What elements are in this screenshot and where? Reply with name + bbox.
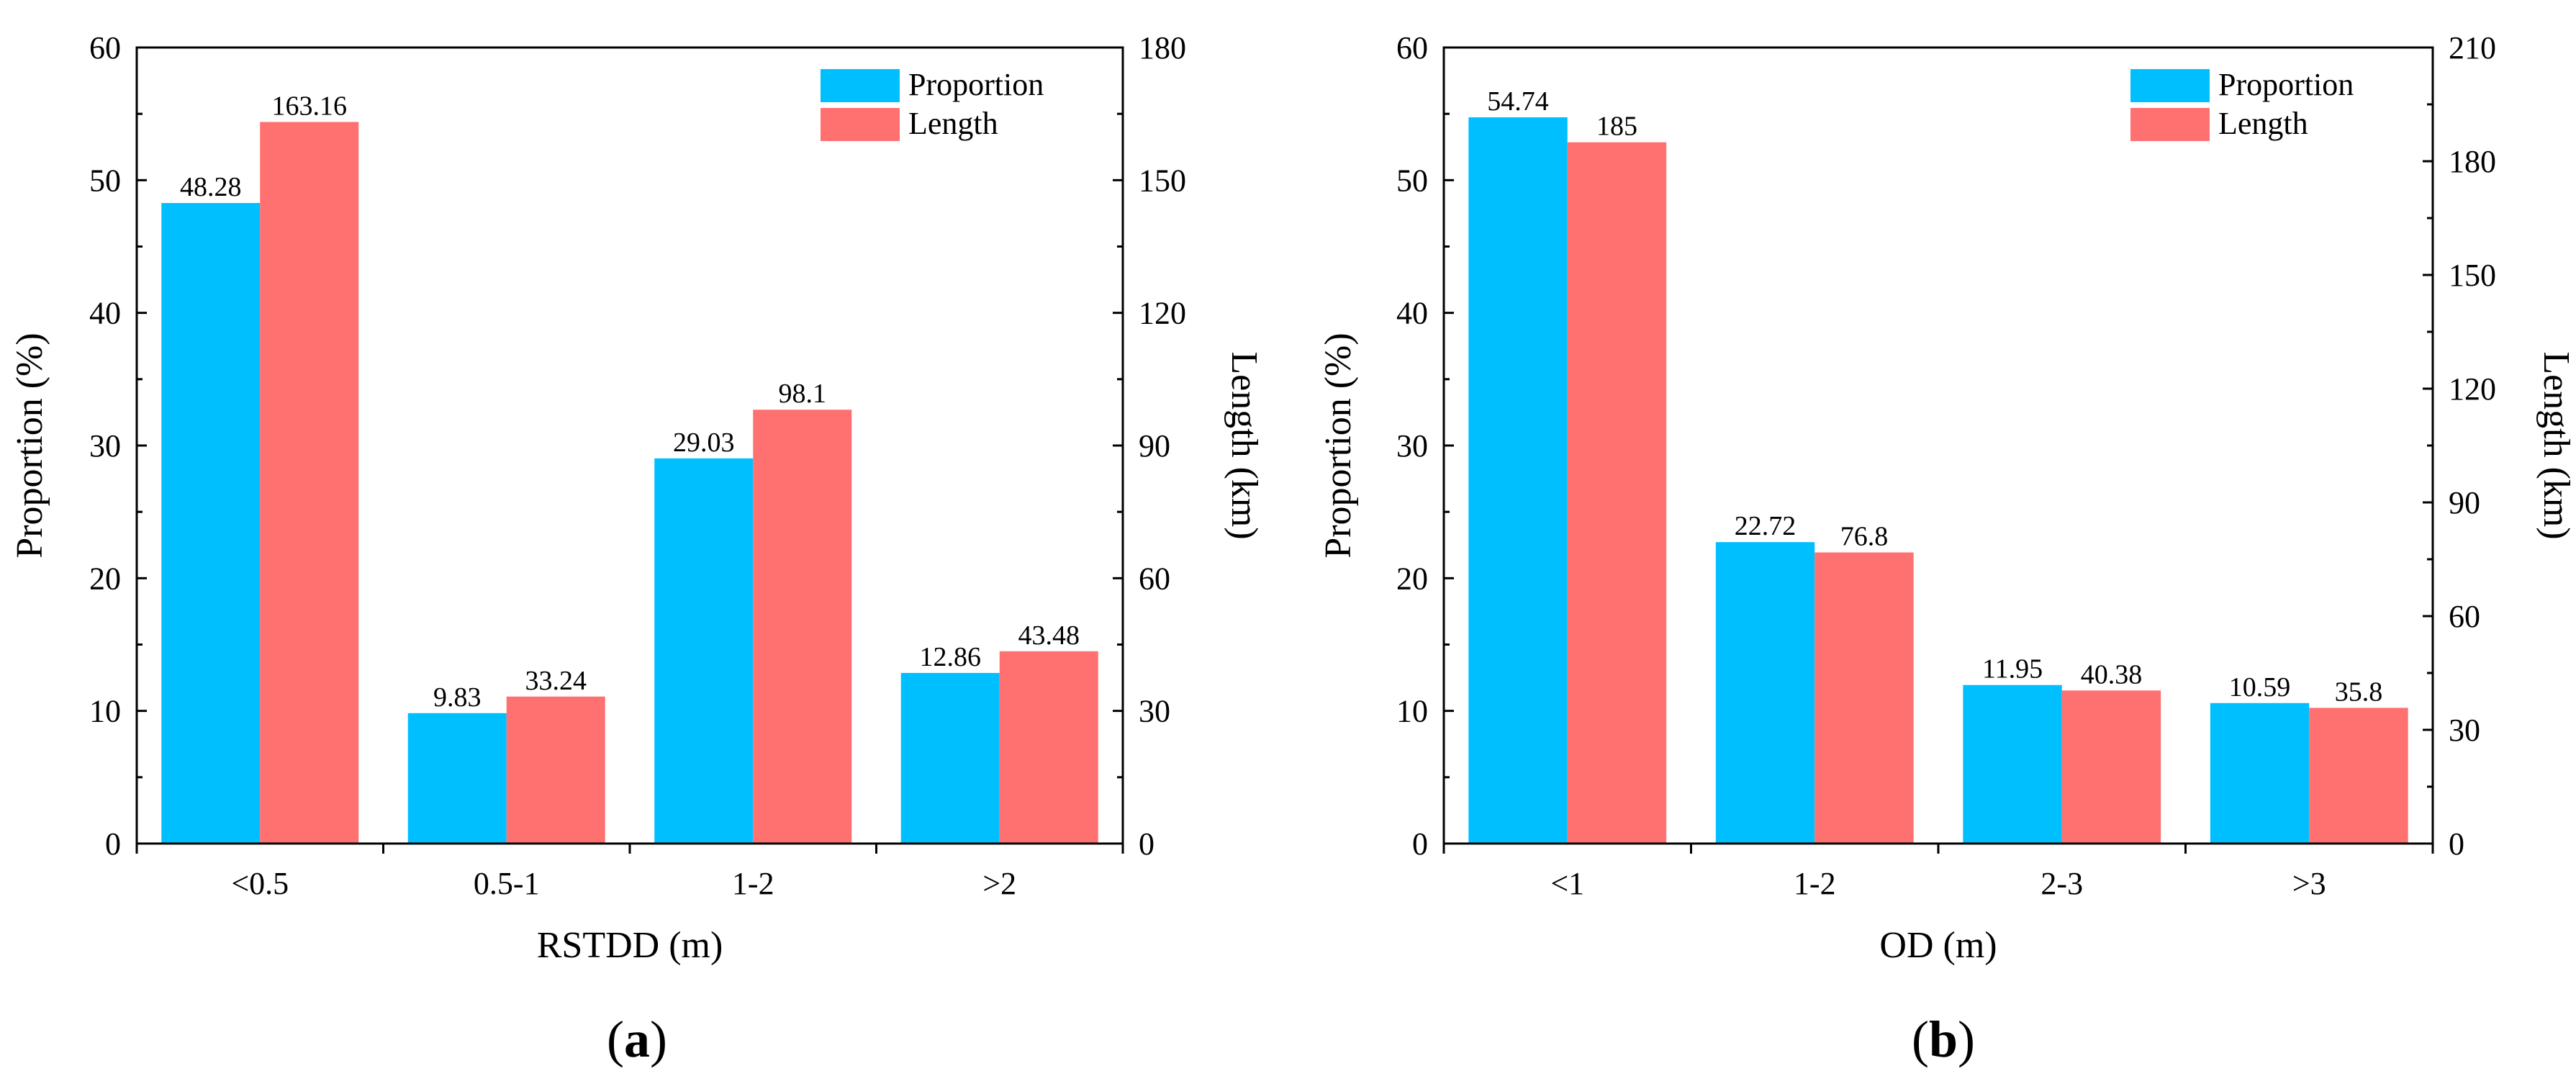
data-label-length-0: 163.16 — [272, 91, 348, 121]
y-axis-title: Proportion (%) — [1318, 333, 1359, 558]
panel-label-b: (b) — [1912, 1011, 1975, 1068]
data-label-proportion-3: 12.86 — [920, 642, 982, 672]
y-tick-label: 0 — [105, 826, 121, 862]
bar-length-3 — [999, 651, 1098, 844]
bar-length-1 — [1815, 552, 1914, 844]
y2-tick-label: 180 — [1139, 30, 1186, 65]
x-axis-title: OD (m) — [1879, 925, 1997, 966]
data-label-proportion-3: 10.59 — [2229, 672, 2291, 702]
y-tick-label: 30 — [89, 428, 121, 464]
y2-tick-label: 0 — [1139, 826, 1154, 862]
y2-tick-label: 150 — [2449, 258, 2496, 293]
x-category-label: 0.5-1 — [474, 866, 540, 901]
y2-tick-label: 180 — [2449, 144, 2496, 179]
bar-proportion-1 — [1715, 542, 1815, 844]
y-tick-label: 30 — [1396, 428, 1428, 464]
legend-swatch-proportion — [2130, 69, 2210, 102]
x-category-label: 1-2 — [732, 866, 774, 901]
y2-tick-label: 90 — [2449, 485, 2480, 520]
bar-length-2 — [2061, 690, 2161, 844]
bar-proportion-2 — [1963, 684, 2062, 844]
data-label-length-2: 40.38 — [2081, 659, 2143, 690]
y2-tick-label: 60 — [1139, 561, 1170, 596]
y-tick-label: 50 — [1396, 163, 1428, 198]
legend-label-proportion: Proportion — [2218, 67, 2354, 102]
y2-tick-label: 120 — [1139, 296, 1186, 331]
data-label-proportion-1: 9.83 — [433, 682, 482, 713]
bar-proportion-3 — [2210, 702, 2310, 844]
bar-proportion-3 — [900, 672, 1000, 844]
data-label-length-2: 98.1 — [779, 379, 827, 409]
data-label-proportion-2: 29.03 — [673, 428, 735, 458]
bar-proportion-0 — [1468, 117, 1568, 844]
legend: Proportion Length — [2130, 67, 2354, 141]
y-axis-title: Proportion (%) — [9, 333, 50, 558]
bar-proportion-1 — [407, 713, 507, 844]
bar-length-0 — [260, 122, 359, 844]
x-category-label: <1 — [1550, 866, 1584, 901]
bar-length-2 — [753, 410, 852, 844]
chart-panel-b: 54.74 22.72 11.95 10.59 185 76.8 40.38 35.8 0 10 2… — [1318, 30, 2576, 966]
bar-proportion-0 — [161, 203, 261, 844]
bar-length-3 — [2309, 708, 2408, 844]
bar-length-0 — [1567, 142, 1667, 844]
data-label-length-3: 35.8 — [2335, 677, 2383, 707]
x-axis-title: RSTDD (m) — [537, 925, 723, 966]
y-tick-label: 10 — [1396, 694, 1428, 729]
data-label-length-3: 43.48 — [1018, 620, 1080, 651]
data-label-length-0: 185 — [1596, 112, 1637, 142]
y-tick-label: 40 — [1396, 296, 1428, 331]
x-category-label: <0.5 — [231, 866, 289, 901]
data-label-proportion-2: 11.95 — [1982, 654, 2043, 684]
y-tick-label: 50 — [89, 163, 121, 198]
y-tick-label: 20 — [89, 561, 121, 596]
y2-tick-label: 90 — [1139, 428, 1170, 464]
y-tick-label: 60 — [89, 30, 121, 65]
data-label-proportion-0: 54.74 — [1487, 86, 1549, 117]
chart-panel-a: 48.28 9.83 29.03 12.86 163.16 33.24 98.1 43.48 0… — [9, 30, 1265, 966]
x-category-label: 1-2 — [1794, 866, 1836, 901]
y2-tick-label: 150 — [1139, 163, 1186, 198]
data-label-proportion-1: 22.72 — [1735, 511, 1797, 541]
y2-axis-title: Length (km) — [1224, 351, 1265, 539]
data-label-proportion-0: 48.28 — [180, 172, 242, 202]
legend-swatch-length — [821, 108, 900, 141]
panel-label-a: (a) — [607, 1011, 667, 1068]
legend: Proportion Length — [821, 67, 1044, 141]
x-category-label: 2-3 — [2041, 866, 2083, 901]
legend-label-length: Length — [908, 106, 998, 141]
legend-label-proportion: Proportion — [908, 67, 1044, 102]
bar-proportion-2 — [654, 458, 754, 844]
y-tick-label: 40 — [89, 296, 121, 331]
y2-tick-label: 60 — [2449, 599, 2480, 634]
y-tick-label: 20 — [1396, 561, 1428, 596]
y2-tick-label: 210 — [2449, 30, 2496, 65]
y-tick-label: 10 — [89, 694, 121, 729]
data-label-length-1: 76.8 — [1840, 522, 1889, 552]
x-category-label: >2 — [982, 866, 1016, 901]
legend-swatch-length — [2130, 108, 2210, 141]
legend-label-length: Length — [2218, 106, 2308, 141]
y2-tick-label: 30 — [1139, 694, 1170, 729]
y2-tick-label: 30 — [2449, 713, 2480, 748]
x-category-label: >3 — [2292, 866, 2326, 901]
legend-swatch-proportion — [821, 69, 900, 102]
y2-tick-label: 120 — [2449, 371, 2496, 407]
data-label-length-1: 33.24 — [525, 666, 587, 696]
y-tick-label: 0 — [1412, 826, 1428, 862]
y2-axis-title: Length (km) — [2536, 351, 2576, 539]
y-tick-label: 60 — [1396, 30, 1428, 65]
bar-length-1 — [506, 696, 605, 844]
y2-tick-label: 0 — [2449, 826, 2464, 862]
